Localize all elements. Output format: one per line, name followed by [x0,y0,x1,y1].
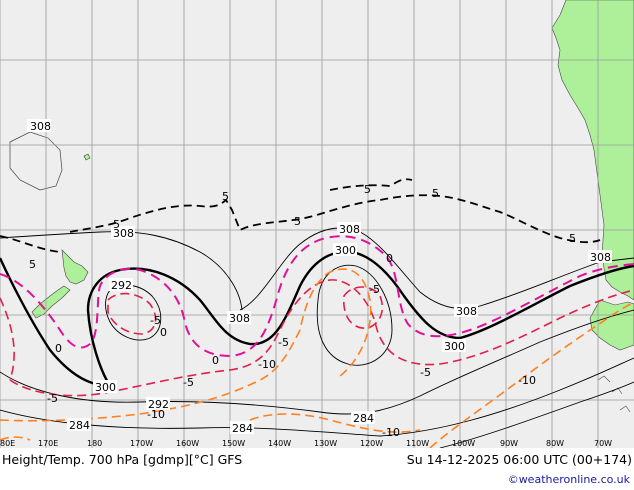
height-label-1: 308 [27,119,51,133]
height-label: 308 [113,227,134,240]
height-label-9: 300 [93,380,117,394]
temp-labels: 5 5 5 5 5 5 0 0 0 0 -5 -5 -5 -5 -5 -10 -… [29,183,576,439]
temp-label: 5 [364,183,371,196]
isotherm-minus10 [0,268,634,448]
isotherm-minus10-south [0,413,421,441]
ocean [0,0,634,448]
isotherm-zero [0,235,634,358]
new-zealand-north-island [61,249,89,285]
graticule [0,0,634,448]
fiji-islands [83,153,91,161]
height-label-5: 308 [454,304,478,318]
height-label-12: 284 [351,411,375,425]
height-label-10: 300 [442,339,466,353]
height-label: 308 [229,312,250,325]
lon-tick: 120W [360,439,383,448]
contour-276 [439,381,634,448]
temp-label: 0 [212,354,219,367]
lon-tick: 90W [500,439,518,448]
lon-tick: 100W [452,439,475,448]
height-label: 300 [95,381,116,394]
height-label-8: 300 [333,243,357,257]
isotherm-plus5-top [329,178,413,191]
contour-300-cell [316,264,393,366]
map-title: Height/Temp. 700 hPa [gdmp][°C] GFS [2,452,243,467]
temp-label: 5 [113,218,120,231]
height-label-13: 284 [67,418,91,432]
isotherm-plus5 [0,194,601,253]
contour-292-south [0,309,634,415]
height-label-4: 308 [227,311,251,325]
height-label: 308 [30,120,51,133]
lon-tick: 150W [222,439,245,448]
temp-label: -10 [258,358,276,371]
temp-label: -5 [420,366,431,379]
footer-bar [0,448,634,490]
lon-tick: 170W [130,439,153,448]
temp-label: 0 [386,252,393,265]
height-contours [0,227,634,448]
contour-292-cell [105,284,162,341]
new-zealand-south-island [31,285,71,319]
height-label: 308 [456,305,477,318]
height-label-2: 308 [111,226,135,240]
contour-308-north [0,227,634,311]
title-line: Height/Temp. 700 hPa [gdmp][°C] GFS Su 1… [2,452,632,468]
forecast-datetime: Su 14-12-2025 06:00 UTC (00+174) [406,452,632,467]
height-label-11: 292 [146,397,170,411]
temp-label: -5 [47,392,58,405]
temp-label: 5 [432,187,439,200]
height-label: 284 [232,422,253,435]
lon-tick: 80W [546,439,564,448]
isotherm-minus5-cell-2 [343,286,384,329]
antarctic-islands [597,375,631,413]
credit-link[interactable]: ©weatheronline.co.uk [507,473,630,486]
longitude-ticks: 80E 170E 180 170W 160W 150W 140W 130W 12… [0,439,612,448]
temp-label: 0 [55,342,62,355]
height-label-7: 292 [109,278,133,292]
lon-tick: 130W [314,439,337,448]
temp-label: 0 [160,326,167,339]
temp-label: 5 [29,258,36,271]
temp-label: 5 [222,190,229,203]
isotherm-minus5-cell [107,292,157,335]
lon-tick: 140W [268,439,291,448]
lon-tick: 110W [406,439,429,448]
lon-tick: 170E [38,439,58,448]
height-label-14: 284 [230,421,254,435]
temp-label: -5 [183,376,194,389]
lon-tick: 70W [594,439,612,448]
height-label: 292 [148,398,169,411]
height-label: 300 [335,244,356,257]
weather-map: 308 308 308 308 308 308 292 300 300 300 … [0,0,634,448]
temp-label: -5 [150,314,161,327]
new-caledonia-outline [9,131,63,191]
height-label: 308 [339,223,360,236]
lon-tick: 180 [87,439,102,448]
lon-tick: 80E [0,439,15,448]
height-label-6: 308 [588,250,612,264]
lon-tick: 160W [176,439,199,448]
temp-label: -5 [278,336,289,349]
temp-label: -10 [147,408,165,421]
temp-label: 5 [569,232,576,245]
temp-label: 5 [294,215,301,228]
height-label: 284 [69,419,90,432]
height-label: 308 [590,251,611,264]
temp-label: -10 [518,374,536,387]
height-label: 300 [444,340,465,353]
contour-284 [0,357,634,437]
temp-label: -5 [369,283,380,296]
height-label: 284 [353,412,374,425]
height-label-3: 308 [337,222,361,236]
height-label: 292 [111,279,132,292]
temp-label: -10 [382,426,400,439]
isotherm-minus5 [0,279,634,397]
